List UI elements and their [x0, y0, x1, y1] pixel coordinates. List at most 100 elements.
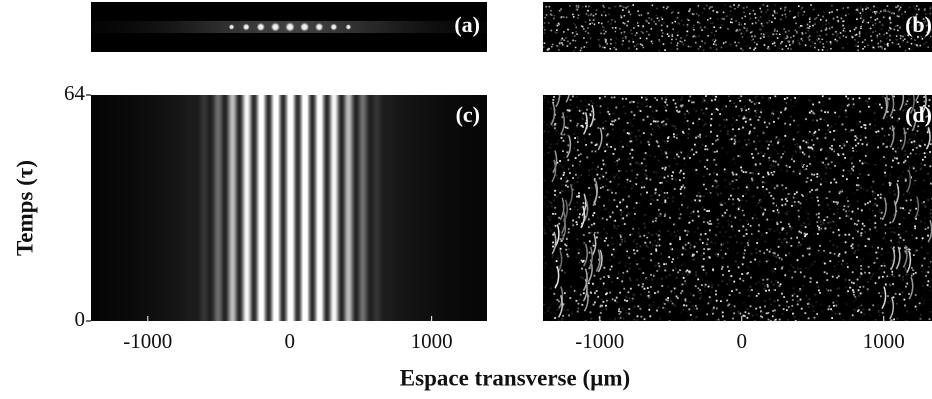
speck — [727, 219, 730, 222]
speck — [733, 157, 736, 160]
speck — [622, 307, 624, 310]
speck — [742, 314, 745, 317]
speck — [857, 207, 859, 210]
speck — [569, 172, 571, 174]
speck — [766, 10, 769, 13]
speck — [838, 124, 841, 127]
glow — [181, 21, 183, 33]
speck — [832, 254, 835, 257]
speck — [622, 40, 624, 42]
speck — [590, 246, 593, 248]
speck — [599, 45, 601, 48]
speck — [602, 29, 605, 32]
speck — [739, 146, 742, 149]
speck — [590, 317, 593, 320]
speck — [682, 184, 685, 187]
speck — [654, 23, 657, 25]
glow — [471, 21, 473, 33]
speck — [552, 233, 555, 236]
speck — [720, 300, 722, 303]
speck — [822, 11, 825, 13]
speck — [545, 306, 548, 309]
speck — [917, 36, 919, 39]
speck — [696, 307, 698, 310]
speck — [743, 139, 746, 142]
speck — [686, 234, 689, 236]
speck — [810, 196, 813, 199]
glow — [115, 21, 117, 33]
speck — [581, 222, 583, 225]
glow — [185, 21, 187, 33]
speck — [742, 279, 745, 282]
speck — [712, 148, 715, 151]
fringe — [429, 95, 430, 321]
speck — [819, 204, 822, 206]
speck — [613, 224, 616, 227]
speck — [788, 30, 790, 32]
speck — [738, 128, 740, 131]
speck — [692, 101, 695, 104]
speck — [909, 217, 912, 219]
speck — [663, 192, 666, 194]
speck — [747, 223, 750, 226]
speck — [611, 191, 613, 194]
speck — [874, 28, 877, 31]
speck — [663, 279, 665, 282]
speck — [855, 26, 857, 29]
speck — [757, 292, 760, 295]
speck — [643, 222, 646, 225]
speck — [777, 141, 780, 144]
speck — [878, 211, 881, 213]
speck — [716, 173, 718, 176]
speck — [854, 310, 857, 312]
speck — [641, 193, 644, 196]
speck — [610, 42, 612, 45]
speck — [639, 37, 642, 40]
speck — [706, 238, 709, 241]
speck — [610, 123, 612, 126]
speck — [711, 185, 714, 188]
speck — [745, 265, 748, 268]
fringe — [459, 95, 460, 321]
fringe — [140, 95, 141, 321]
speck — [686, 120, 689, 122]
speck — [695, 200, 698, 203]
speck — [606, 42, 608, 45]
speck — [790, 36, 792, 39]
speck — [847, 13, 850, 15]
speck — [620, 237, 623, 240]
speck — [783, 38, 786, 40]
speck — [929, 165, 932, 168]
speck — [927, 234, 929, 237]
speck — [752, 195, 755, 198]
speck — [556, 23, 559, 25]
speck — [779, 138, 782, 141]
speck — [780, 156, 783, 158]
speck — [697, 287, 700, 290]
speck — [906, 282, 909, 285]
speck — [791, 305, 794, 307]
speck — [719, 26, 722, 29]
speck — [720, 255, 723, 258]
speck — [598, 191, 600, 193]
speck — [611, 123, 614, 126]
speck — [862, 257, 865, 260]
speck — [660, 149, 663, 151]
speck — [664, 307, 666, 310]
speck — [788, 10, 791, 13]
speck — [807, 146, 810, 149]
speck — [888, 200, 891, 203]
speck — [734, 190, 736, 193]
speck — [557, 131, 560, 134]
speck — [815, 43, 818, 46]
speck — [860, 27, 862, 30]
speck — [754, 148, 757, 150]
speck — [913, 128, 916, 131]
speck — [615, 37, 618, 40]
speck — [693, 245, 696, 248]
speck — [807, 217, 810, 220]
speck — [789, 126, 792, 128]
speck — [926, 127, 929, 130]
speck — [825, 120, 828, 123]
speck — [927, 46, 929, 49]
